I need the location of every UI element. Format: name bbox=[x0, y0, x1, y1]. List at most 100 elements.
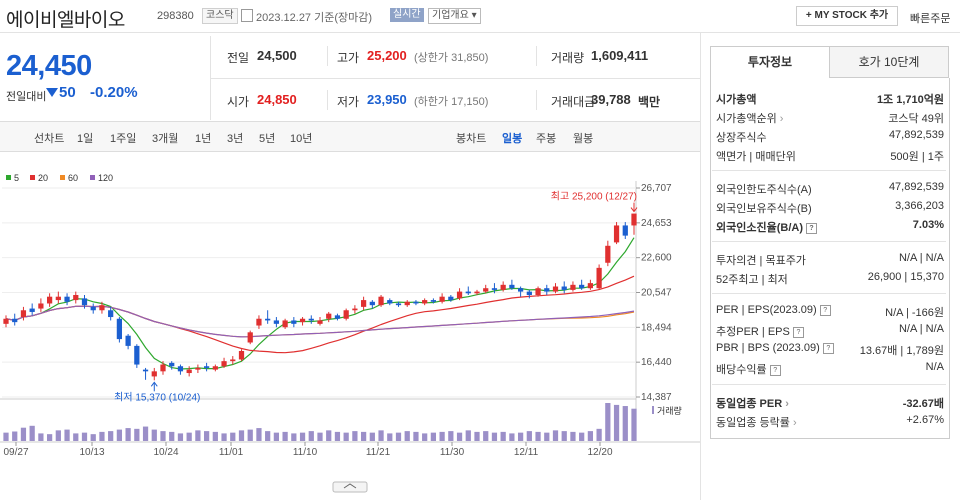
volume-bar bbox=[108, 431, 114, 441]
help-icon[interactable]: ? bbox=[769, 364, 781, 376]
divider bbox=[700, 32, 701, 500]
y-tick-label: 20,547 bbox=[641, 288, 672, 299]
volume-bar bbox=[317, 432, 323, 441]
volume-bar bbox=[605, 403, 611, 441]
divider bbox=[712, 170, 946, 171]
volume-bar bbox=[579, 432, 585, 441]
candle-body bbox=[334, 315, 341, 319]
volume-bar bbox=[38, 433, 44, 441]
y-tick-label: 26,707 bbox=[641, 183, 672, 194]
candle-body bbox=[38, 303, 44, 309]
legend-label: 60 bbox=[68, 173, 78, 183]
open-label: 시가 bbox=[227, 95, 250, 109]
volume-bar bbox=[544, 432, 550, 441]
period-3y[interactable]: 3년 bbox=[227, 133, 244, 145]
candle-body bbox=[125, 335, 131, 346]
shares-row: 상장주식수 47,892,539 bbox=[716, 129, 944, 144]
candle-body bbox=[517, 288, 524, 292]
candle-body bbox=[221, 361, 227, 367]
stock-header bbox=[0, 0, 960, 33]
price-chart[interactable]: 5 20 60 120 26,707 24,653 22,600 20,547 18,494 16… bbox=[0, 151, 700, 500]
volume-bar bbox=[29, 425, 35, 441]
divider bbox=[210, 78, 700, 79]
candle-body bbox=[544, 288, 550, 292]
period-5y[interactable]: 5년 bbox=[259, 133, 276, 145]
chevron-right-icon[interactable]: › bbox=[792, 417, 797, 429]
tab-investment-info[interactable]: 투자정보 bbox=[710, 46, 830, 78]
volume-bar bbox=[169, 431, 175, 441]
candle-body bbox=[247, 332, 253, 343]
volume-bar bbox=[177, 433, 184, 441]
volume-bar bbox=[483, 431, 489, 441]
volume-bar bbox=[509, 433, 515, 441]
volume-label: 거래량 bbox=[657, 405, 682, 416]
volume-bar bbox=[334, 431, 341, 441]
foreign-ratio-row: 외국인소진율(B/A) ? 7.03% bbox=[716, 219, 944, 234]
help-icon[interactable]: ? bbox=[822, 342, 834, 354]
candle-weekly[interactable]: 주봉 bbox=[536, 133, 557, 145]
candle-body bbox=[622, 225, 628, 236]
volume-label: 거래량 bbox=[551, 51, 585, 65]
candle-body bbox=[526, 291, 532, 295]
volume-bar bbox=[491, 432, 498, 441]
volume-bar bbox=[326, 430, 332, 441]
divider bbox=[712, 384, 946, 385]
market-cap-row: 시가총액 1조 1,710억원 bbox=[716, 94, 944, 106]
volume-bar bbox=[142, 426, 149, 441]
legend-label: 20 bbox=[38, 173, 48, 183]
candle-body bbox=[20, 310, 27, 318]
volume-bar bbox=[55, 430, 61, 441]
volume-bar bbox=[561, 431, 567, 441]
help-icon[interactable]: ? bbox=[792, 326, 804, 338]
candle-monthly[interactable]: 월봉 bbox=[573, 133, 594, 145]
x-tick-label: 12/11 bbox=[514, 447, 539, 458]
x-tick-label: 11/21 bbox=[366, 447, 391, 458]
candle-body bbox=[29, 308, 35, 312]
divider bbox=[712, 241, 946, 242]
help-icon[interactable]: ? bbox=[806, 222, 818, 234]
candle-body bbox=[273, 320, 280, 324]
candle-daily[interactable]: 일봉 bbox=[502, 133, 523, 145]
candle-body bbox=[561, 286, 567, 290]
chevron-right-icon[interactable]: › bbox=[785, 398, 789, 410]
amount-label: 거래대금 bbox=[551, 95, 596, 109]
volume-bar bbox=[212, 431, 218, 441]
per-row: PER | EPS(2023.09) ? N/A | -166원 bbox=[716, 304, 944, 319]
legend-label: 120 bbox=[98, 173, 113, 183]
volume-legend-swatch bbox=[652, 406, 654, 414]
period-1d[interactable]: 1일 bbox=[77, 133, 94, 145]
legend-swatch bbox=[6, 175, 11, 180]
quick-order-link[interactable]: 빠른주문 bbox=[910, 13, 951, 25]
company-overview-button[interactable]: 기업개요 ▾ bbox=[428, 8, 481, 24]
volume-bar bbox=[570, 431, 576, 441]
down-triangle-icon bbox=[46, 88, 58, 97]
realtime-badge[interactable]: 실시간 bbox=[390, 8, 424, 22]
tab-order-book[interactable]: 호가 10단계 bbox=[829, 46, 949, 78]
y-tick-label: 14,387 bbox=[641, 392, 672, 403]
candle-body bbox=[439, 296, 445, 302]
period-3m[interactable]: 3개월 bbox=[152, 133, 179, 145]
candle-body bbox=[509, 284, 515, 289]
divider bbox=[536, 90, 537, 110]
help-icon[interactable]: ? bbox=[819, 304, 831, 316]
candle-body bbox=[387, 300, 393, 304]
volume-bar bbox=[46, 434, 53, 441]
my-stock-add-button[interactable]: + MY STOCK 추가 bbox=[796, 6, 898, 26]
candle-body bbox=[3, 318, 9, 324]
period-1w[interactable]: 1주일 bbox=[110, 133, 137, 145]
period-10y[interactable]: 10년 bbox=[290, 133, 313, 145]
candle-body bbox=[483, 288, 489, 292]
candle-chart-label: 봉차트 bbox=[456, 133, 487, 145]
open-value: 24,850 bbox=[257, 92, 297, 107]
investment-info-panel bbox=[710, 78, 950, 439]
volume-bar bbox=[230, 432, 236, 441]
volume-bar bbox=[343, 432, 349, 441]
candle-body bbox=[605, 245, 611, 263]
candle-body bbox=[81, 298, 88, 306]
period-1y[interactable]: 1년 bbox=[195, 133, 212, 145]
volume-bar bbox=[500, 431, 506, 441]
amount-unit: 백만 bbox=[638, 95, 661, 109]
candle-body bbox=[73, 294, 79, 301]
chevron-right-icon[interactable]: › bbox=[779, 113, 784, 125]
candle-body bbox=[317, 320, 323, 324]
